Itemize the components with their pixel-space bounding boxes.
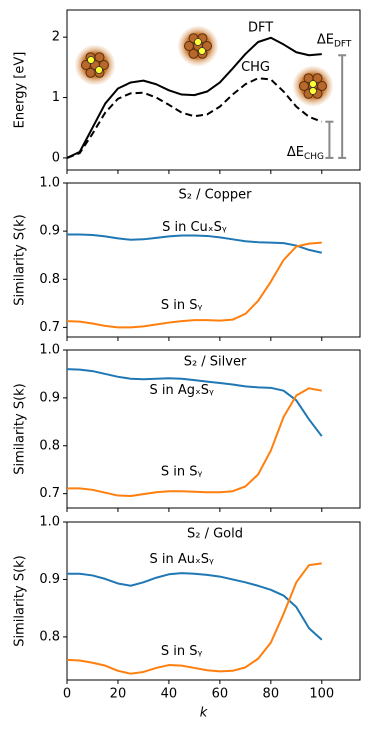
y-axis-label: Energy [eV]	[13, 52, 28, 129]
y-tick-label: 0	[52, 150, 60, 165]
panel-title: S₂ / Gold	[187, 527, 243, 542]
plot-frame	[66, 9, 361, 171]
series-line	[66, 562, 322, 675]
interval-label-main: ΔE	[317, 32, 334, 47]
cluster-icon	[293, 66, 333, 106]
cluster-atom	[85, 67, 96, 78]
cluster-atom	[94, 52, 105, 63]
y-tick-label: 2	[52, 30, 60, 45]
plot-frame	[66, 349, 361, 509]
series-line	[66, 368, 323, 437]
plot-frame	[66, 182, 361, 338]
series-label: DFT	[248, 21, 273, 36]
y-tick-label: 0.8	[39, 438, 60, 453]
series-label: S in Sᵧ	[161, 298, 203, 313]
series-line	[67, 387, 322, 498]
series-label: CHG	[241, 60, 270, 75]
y-tick-label: 1.0	[39, 176, 60, 191]
y-tick-label: 0.9	[39, 390, 60, 405]
cluster-atom	[188, 48, 199, 59]
adsorbate-atom	[309, 80, 317, 88]
cluster-icon	[178, 26, 218, 66]
x-axis-label: k	[200, 706, 208, 721]
interval-label-main: ΔE	[287, 144, 304, 159]
interval-label: ΔEDFT	[317, 32, 352, 49]
cluster-icon	[75, 45, 115, 85]
series-line	[67, 572, 323, 641]
series-label: S in Sᵧ	[161, 644, 203, 659]
adsorbate-atom	[309, 87, 317, 95]
y-axis-label: Similarity S(k)	[13, 383, 28, 475]
series-label: S in Sᵧ	[161, 465, 203, 480]
interval-label-sub: CHG	[304, 151, 324, 161]
series-line	[66, 36, 322, 159]
x-tick-label: 20	[110, 687, 127, 702]
y-axis-label: Similarity S(k)	[13, 555, 28, 647]
series-label: S in AuₓSᵧ	[149, 552, 214, 567]
y-tick-label: 0.7	[39, 486, 60, 501]
series-label: S in CuₓSᵧ	[162, 220, 227, 235]
interval-label: ΔECHG	[287, 144, 324, 161]
y-tick-label: 0.7	[39, 320, 60, 335]
y-tick-label: 0.9	[39, 224, 60, 239]
x-tick-label: 40	[161, 687, 178, 702]
adsorbate-atom	[95, 66, 103, 74]
interval-label-sub: DFT	[334, 39, 352, 49]
series-line	[67, 233, 323, 254]
adsorbate-atom	[198, 47, 206, 55]
adsorbate-atom	[87, 56, 95, 64]
panel-title: S₂ / Copper	[179, 188, 253, 203]
y-tick-label: 0.8	[39, 272, 60, 287]
y-tick-label: 0.8	[39, 629, 60, 644]
x-tick-label: 60	[212, 687, 229, 702]
y-tick-label: 1.0	[39, 343, 60, 358]
cluster-atom	[312, 73, 323, 84]
x-tick-label: 80	[263, 687, 280, 702]
series-label: S in AgₓSᵧ	[149, 383, 214, 398]
x-tick-label: 100	[309, 687, 334, 702]
x-tick-label: 0	[63, 687, 71, 702]
panel-title: S₂ / Silver	[184, 355, 247, 370]
y-tick-label: 1	[52, 90, 60, 105]
series-line	[66, 77, 323, 159]
adsorbate-atom	[194, 38, 202, 46]
y-tick-label: 1.0	[39, 515, 60, 530]
series-line	[66, 241, 322, 329]
y-axis-label: Similarity S(k)	[13, 214, 28, 306]
plot-frame	[66, 521, 361, 681]
y-tick-label: 0.9	[39, 572, 60, 587]
